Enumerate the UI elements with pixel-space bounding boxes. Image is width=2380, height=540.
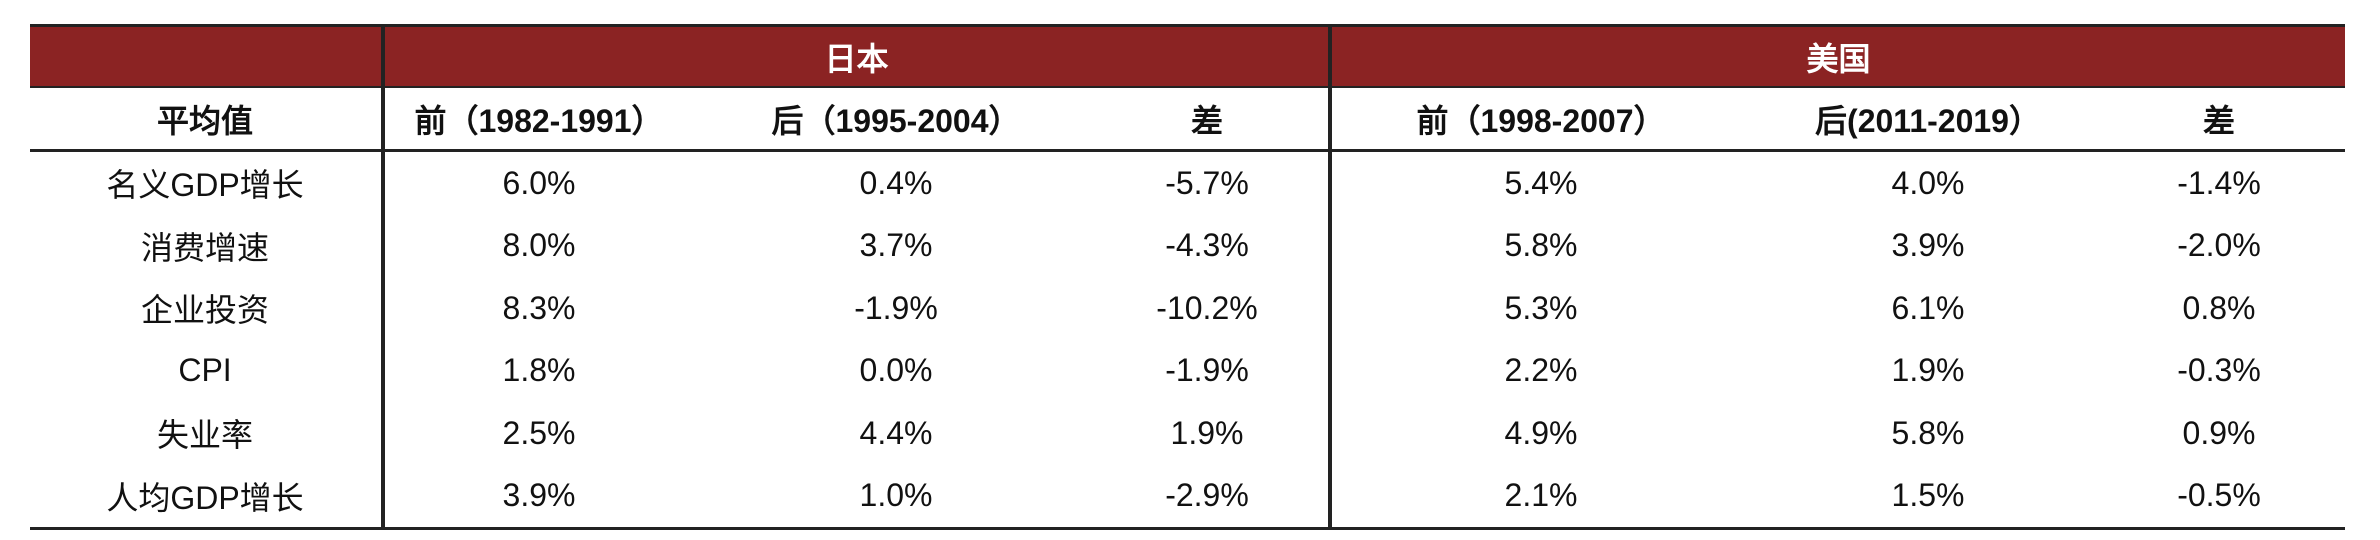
value-cell: -5.7% xyxy=(1165,164,1249,201)
row-label: 名义GDP增长 xyxy=(106,167,304,204)
value-cell: 2.1% xyxy=(1504,477,1578,514)
value-cell: 4.0% xyxy=(1891,164,1965,201)
value-cell: 5.3% xyxy=(1504,289,1578,326)
value-cell: 8.0% xyxy=(502,227,576,264)
value-cell: -2.9% xyxy=(1165,477,1249,514)
column-divider xyxy=(381,26,385,528)
column-divider xyxy=(1328,26,1332,528)
value-cell: -10.2% xyxy=(1156,289,1258,326)
value-cell: 2.2% xyxy=(1504,352,1578,389)
column-header: 前（1982-1991） xyxy=(414,102,664,139)
header-rule xyxy=(30,149,2345,152)
value-cell: 0.8% xyxy=(2182,289,2256,326)
value-cell: 1.8% xyxy=(502,352,576,389)
value-cell: 1.9% xyxy=(1170,414,1244,451)
value-cell: 1.0% xyxy=(859,477,933,514)
value-cell: 3.9% xyxy=(502,477,576,514)
value-cell: -1.4% xyxy=(2177,164,2261,201)
value-cell: 4.9% xyxy=(1504,414,1578,451)
value-cell: 0.0% xyxy=(859,352,933,389)
group-label: 日本 xyxy=(824,40,889,77)
row-label: 失业率 xyxy=(156,417,253,454)
value-cell: 6.1% xyxy=(1891,289,1965,326)
value-cell: 8.3% xyxy=(502,289,576,326)
value-cell: 1.5% xyxy=(1891,477,1965,514)
value-cell: 2.5% xyxy=(502,414,576,451)
value-cell: 0.9% xyxy=(2182,414,2256,451)
group-label: 美国 xyxy=(1806,40,1871,77)
value-cell: 1.9% xyxy=(1891,352,1965,389)
value-cell: 3.9% xyxy=(1891,227,1965,264)
top-rule xyxy=(30,24,2345,27)
value-cell: 5.8% xyxy=(1891,414,1965,451)
row-label: 消费增速 xyxy=(140,229,269,266)
value-cell: -1.9% xyxy=(1165,352,1249,389)
value-cell: -0.5% xyxy=(2177,477,2261,514)
value-cell: 0.4% xyxy=(859,164,933,201)
column-header: 平均值 xyxy=(156,102,253,139)
row-label: CPI xyxy=(178,352,232,389)
column-header: 后（1995-2004） xyxy=(771,102,1021,139)
group-header-band xyxy=(30,26,2345,87)
value-cell: -0.3% xyxy=(2177,352,2261,389)
value-cell: 5.8% xyxy=(1504,227,1578,264)
value-cell: -4.3% xyxy=(1165,227,1249,264)
column-header: 差 xyxy=(1190,102,1223,139)
value-cell: 4.4% xyxy=(859,414,933,451)
column-header: 后(2011-2019） xyxy=(1815,102,2041,139)
value-cell: -2.0% xyxy=(2177,227,2261,264)
value-cell: 6.0% xyxy=(502,164,576,201)
value-cell: 3.7% xyxy=(859,227,933,264)
value-cell: -1.9% xyxy=(854,289,938,326)
column-header: 差 xyxy=(2202,102,2235,139)
bottom-rule xyxy=(30,527,2345,530)
column-header: 前（1998-2007） xyxy=(1416,102,1666,139)
value-cell: 5.4% xyxy=(1504,164,1578,201)
rule xyxy=(30,86,2345,88)
row-label: 人均GDP增长 xyxy=(106,479,304,516)
row-label: 企业投资 xyxy=(140,292,269,329)
